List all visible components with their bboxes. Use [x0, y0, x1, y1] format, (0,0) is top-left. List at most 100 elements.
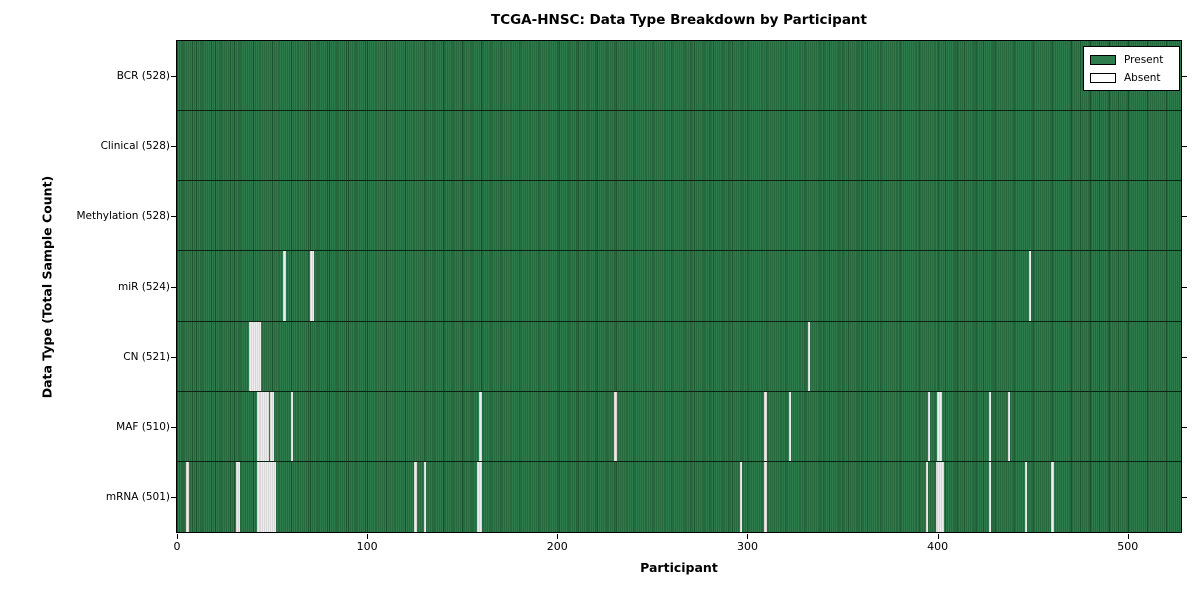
absent-bar-maf-159: [479, 391, 482, 461]
absent-bar-mir-448: [1028, 251, 1032, 321]
x-tick-mark-300: [747, 534, 749, 539]
absent-bar-maf-437: [1007, 391, 1011, 461]
x-tick-label-400: 400: [927, 540, 949, 553]
absent-bar-mrna-400: [937, 461, 940, 532]
x-tick-mark-0: [177, 534, 178, 539]
legend-label-absent: Absent: [1124, 71, 1161, 84]
absent-bar-cn-40: [252, 321, 256, 391]
absent-bar-mir-70: [309, 251, 313, 321]
absent-bar-mrna-32: [237, 461, 241, 532]
absent-bar-maf-395: [927, 391, 931, 461]
absent-bar-maf-400: [937, 391, 940, 461]
heatmap-row-maf: [177, 391, 1181, 462]
x-tick-label-300: 300: [736, 540, 758, 553]
absent-bar-mrna-460: [1051, 461, 1054, 532]
absent-bar-maf-322: [789, 391, 792, 461]
legend-entry-absent: Absent: [1090, 70, 1173, 85]
heatmap-row-clinical: [177, 111, 1181, 182]
absent-bar-mrna-42: [256, 461, 260, 532]
y-tick-mark-left-maf: [171, 426, 176, 428]
x-tick-label-500: 500: [1117, 540, 1139, 553]
absent-bar-maf-230: [614, 391, 617, 461]
x-tick-mark-500: [1127, 534, 1129, 539]
absent-bar-maf-401: [939, 391, 942, 461]
absent-bar-mrna-446: [1024, 461, 1028, 532]
absent-bar-mrna-46: [264, 461, 267, 532]
y-tick-label-clinical: Clinical (528): [100, 140, 170, 153]
absent-bar-maf-427: [988, 391, 992, 461]
absent-bar-maf-309: [764, 391, 767, 461]
chart-title: TCGA-HNSC: Data Type Breakdown by Partic…: [490, 12, 867, 28]
absent-bar-mrna-158: [477, 461, 480, 532]
y-tick-mark-left-mrna: [171, 496, 176, 498]
absent-bar-maf-60: [290, 391, 294, 461]
y-tick-mark-right-cn: [1182, 356, 1187, 358]
absent-bar-maf-50: [271, 391, 275, 461]
absent-bar-maf-46: [264, 391, 267, 461]
absent-bar-mrna-159: [479, 461, 482, 532]
y-tick-mark-left-mir: [171, 286, 176, 288]
x-tick-label-100: 100: [356, 540, 378, 553]
y-tick-label-mir: miR (524): [117, 280, 170, 293]
absent-bar-mrna-399: [935, 461, 938, 532]
absent-bar-mrna-43: [258, 461, 261, 532]
heatmap-row-bcr: [177, 41, 1181, 112]
absent-swatch-icon: [1090, 72, 1116, 83]
absent-bar-mrna-50: [271, 461, 275, 532]
legend-label-present: Present: [1124, 53, 1164, 66]
absent-bar-mrna-394: [925, 461, 929, 532]
heatmap-row-methylation: [177, 181, 1181, 252]
y-tick-mark-right-mrna: [1182, 496, 1187, 498]
y-tick-label-maf: MAF (510): [116, 420, 170, 433]
absent-bar-cn-38: [249, 321, 252, 391]
absent-bar-mrna-45: [262, 461, 265, 532]
present-swatch-icon: [1090, 54, 1116, 65]
absent-bar-maf-43: [258, 391, 261, 461]
absent-bar-cn-332: [808, 321, 811, 391]
absent-bar-mrna-296: [739, 461, 743, 532]
absent-bar-mrna-402: [941, 461, 944, 532]
absent-bar-mrna-427: [988, 461, 992, 532]
absent-bar-cn-41: [254, 321, 258, 391]
absent-bar-mrna-44: [260, 461, 263, 532]
y-tick-label-cn: CN (521): [123, 350, 170, 363]
absent-bar-maf-45: [262, 391, 265, 461]
absent-bar-cn-42: [256, 321, 260, 391]
legend: Present Absent: [1083, 46, 1180, 91]
y-tick-mark-right-maf: [1182, 426, 1187, 428]
y-tick-label-methylation: Methylation (528): [76, 210, 170, 223]
absent-bar-mrna-125: [414, 461, 417, 532]
absent-bar-mrna-47: [266, 461, 269, 532]
absent-bar-mrna-130: [423, 461, 427, 532]
legend-entry-present: Present: [1090, 52, 1173, 67]
absent-bar-maf-42: [256, 391, 260, 461]
absent-bar-maf-44: [260, 391, 263, 461]
heatmap-row-mrna: [177, 461, 1181, 532]
absent-bar-mir-71: [311, 251, 315, 321]
absent-bar-mrna-31: [235, 461, 239, 532]
absent-bar-mrna-309: [764, 461, 767, 532]
x-tick-label-0: 0: [173, 540, 181, 553]
absent-bar-mrna-401: [939, 461, 942, 532]
absent-bar-mrna-49: [269, 461, 273, 532]
absent-bar-cn-39: [250, 321, 254, 391]
heatmap-row-mir: [177, 251, 1181, 322]
y-tick-mark-left-bcr: [171, 76, 176, 78]
y-tick-mark-right-clinical: [1182, 146, 1187, 148]
absent-bar-mir-56: [283, 251, 286, 321]
y-tick-mark-right-methylation: [1182, 216, 1187, 218]
x-tick-mark-200: [557, 534, 559, 539]
y-tick-label-mrna: mRNA (501): [105, 490, 170, 503]
x-axis-label: Participant: [640, 560, 718, 575]
x-tick-label-200: 200: [546, 540, 568, 553]
absent-bar-mrna-5: [186, 461, 189, 532]
y-tick-mark-left-clinical: [171, 146, 176, 148]
absent-bar-cn-43: [258, 321, 261, 391]
heatmap-row-cn: [177, 321, 1181, 392]
y-tick-mark-left-cn: [171, 356, 176, 358]
plot-area: [176, 40, 1182, 533]
y-tick-mark-right-mir: [1182, 286, 1187, 288]
absent-bar-mrna-51: [273, 461, 277, 532]
y-tick-label-bcr: BCR (528): [116, 70, 170, 83]
